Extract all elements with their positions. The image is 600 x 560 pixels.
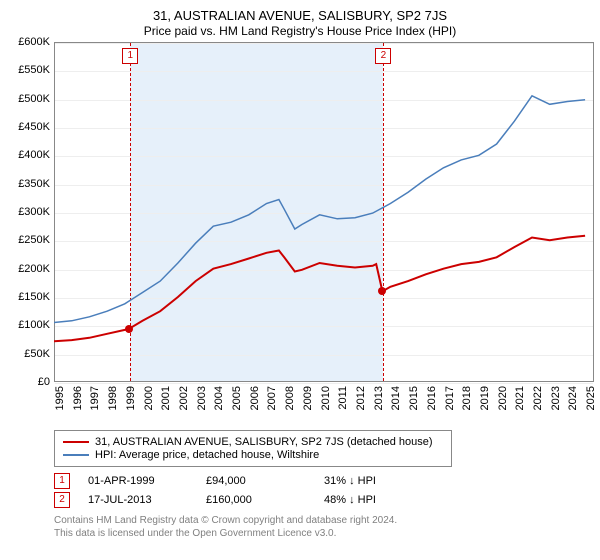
marker-box: 1 [122, 48, 138, 64]
x-axis-label: 2014 [390, 386, 402, 410]
x-axis-label: 1996 [72, 386, 84, 410]
y-axis-label: £400K [18, 149, 50, 161]
x-axis-label: 2002 [178, 386, 190, 410]
legend-row: 31, AUSTRALIAN AVENUE, SALISBURY, SP2 7J… [63, 436, 443, 448]
sales-date: 01-APR-1999 [88, 475, 188, 487]
x-axis-label: 2021 [514, 386, 526, 410]
legend-label: HPI: Average price, detached house, Wilt… [95, 449, 319, 461]
x-axis-label: 1999 [125, 386, 137, 410]
chart-subtitle: Price paid vs. HM Land Registry's House … [10, 24, 590, 38]
chart-lines [54, 42, 594, 382]
y-axis-label: £600K [18, 36, 50, 48]
x-axis-label: 1995 [54, 386, 66, 410]
x-axis-label: 2022 [532, 386, 544, 410]
y-axis-label: £50K [24, 348, 50, 360]
x-axis-label: 2005 [231, 386, 243, 410]
marker-box: 2 [375, 48, 391, 64]
series-property [54, 236, 585, 341]
y-axis-label: £200K [18, 263, 50, 275]
chart-plot: £0£50K£100K£150K£200K£250K£300K£350K£400… [54, 42, 594, 382]
x-axis-label: 1997 [89, 386, 101, 410]
x-axis-label: 2008 [284, 386, 296, 410]
x-axis-label: 2015 [408, 386, 420, 410]
y-axis-label: £250K [18, 234, 50, 246]
x-axis-label: 2013 [373, 386, 385, 410]
sales-row: 2 17-JUL-2013 £160,000 48% ↓ HPI [54, 492, 574, 508]
sales-price: £94,000 [206, 475, 306, 487]
x-axis-label: 2023 [550, 386, 562, 410]
x-axis-label: 2004 [213, 386, 225, 410]
x-axis-label: 2011 [337, 386, 349, 410]
x-axis-label: 2024 [567, 386, 579, 410]
y-axis-label: £450K [18, 121, 50, 133]
x-axis-label: 2003 [196, 386, 208, 410]
sales-marker: 2 [54, 492, 70, 508]
x-axis-label: 2017 [444, 386, 456, 410]
chart-title: 31, AUSTRALIAN AVENUE, SALISBURY, SP2 7J… [10, 8, 590, 23]
x-axis-label: 2020 [497, 386, 509, 410]
sales-vs-hpi: 31% ↓ HPI [324, 475, 424, 487]
x-axis-label: 2000 [143, 386, 155, 410]
footer-line-1: Contains HM Land Registry data © Crown c… [54, 514, 590, 527]
legend: 31, AUSTRALIAN AVENUE, SALISBURY, SP2 7J… [54, 430, 452, 467]
x-axis-label: 2009 [302, 386, 314, 410]
y-axis-label: £500K [18, 93, 50, 105]
x-axis-label: 2006 [249, 386, 261, 410]
marker-dot [125, 325, 133, 333]
footer: Contains HM Land Registry data © Crown c… [54, 514, 590, 540]
x-axis-label: 2007 [266, 386, 278, 410]
legend-label: 31, AUSTRALIAN AVENUE, SALISBURY, SP2 7J… [95, 436, 433, 448]
legend-row: HPI: Average price, detached house, Wilt… [63, 449, 443, 461]
x-axis-label: 2001 [160, 386, 172, 410]
marker-dot [378, 287, 386, 295]
y-axis-label: £550K [18, 64, 50, 76]
x-axis-label: 2012 [355, 386, 367, 410]
gridline [55, 383, 593, 384]
sales-vs-hpi: 48% ↓ HPI [324, 494, 424, 506]
y-axis-label: £150K [18, 291, 50, 303]
y-axis-label: £350K [18, 178, 50, 190]
y-axis-label: £0 [38, 376, 50, 388]
legend-swatch [63, 441, 89, 443]
x-axis-label: 2018 [461, 386, 473, 410]
sales-table: 1 01-APR-1999 £94,000 31% ↓ HPI 2 17-JUL-2013… [54, 473, 574, 508]
sales-row: 1 01-APR-1999 £94,000 31% ↓ HPI [54, 473, 574, 489]
footer-line-2: This data is licensed under the Open Gov… [54, 527, 590, 540]
y-axis-label: £300K [18, 206, 50, 218]
x-axis-label: 1998 [107, 386, 119, 410]
series-hpi [54, 96, 585, 323]
sales-marker: 1 [54, 473, 70, 489]
sales-date: 17-JUL-2013 [88, 494, 188, 506]
sales-price: £160,000 [206, 494, 306, 506]
y-axis-label: £100K [18, 319, 50, 331]
x-axis-label: 2025 [585, 386, 597, 410]
x-axis-label: 2010 [320, 386, 332, 410]
legend-swatch [63, 454, 89, 456]
x-axis-label: 2019 [479, 386, 491, 410]
x-axis-label: 2016 [426, 386, 438, 410]
